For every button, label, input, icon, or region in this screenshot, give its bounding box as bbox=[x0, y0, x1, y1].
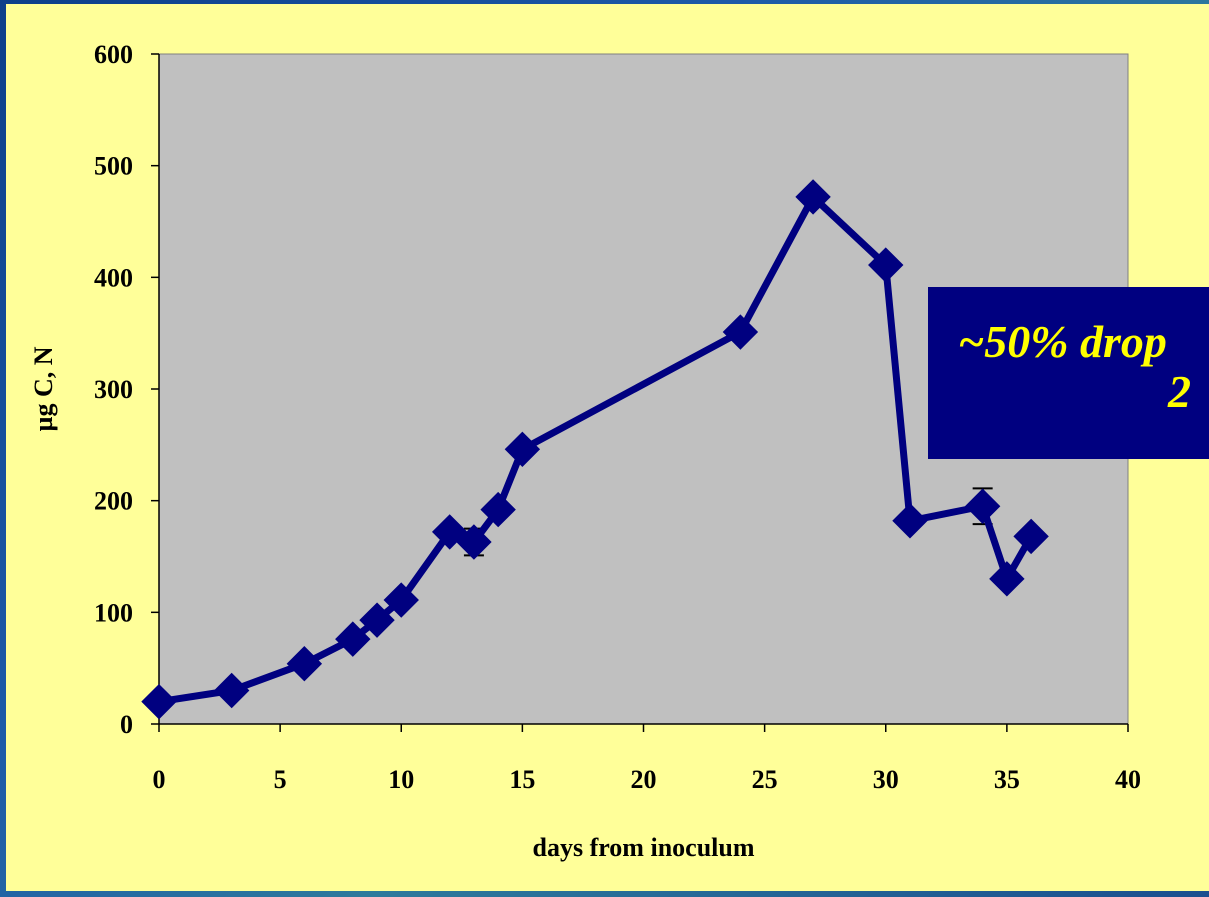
y-tick-labels: 0 100 200 300 400 500 600 bbox=[94, 40, 133, 739]
x-tick-label: 0 bbox=[153, 765, 166, 794]
data-point bbox=[456, 524, 492, 560]
x-tick-label: 25 bbox=[752, 765, 778, 794]
x-tick-label: 20 bbox=[631, 765, 657, 794]
y-tick-label: 100 bbox=[94, 598, 133, 627]
data-point bbox=[335, 621, 371, 657]
x-tick-label: 15 bbox=[509, 765, 535, 794]
data-point bbox=[892, 503, 928, 539]
callout-line-2: 2 bbox=[1168, 366, 1191, 417]
data-point bbox=[141, 683, 177, 720]
data-point bbox=[504, 431, 541, 468]
data-point bbox=[795, 179, 831, 215]
data-point bbox=[964, 488, 1001, 524]
data-point bbox=[989, 561, 1025, 597]
y-tick-label: 300 bbox=[94, 375, 133, 404]
y-tick-label: 600 bbox=[94, 40, 133, 69]
x-tick-labels: 0 5 10 15 20 25 30 35 40 bbox=[153, 765, 1142, 794]
y-tick-label: 200 bbox=[94, 487, 133, 516]
x-tick-label: 40 bbox=[1115, 765, 1141, 794]
data-point bbox=[480, 491, 516, 528]
axes bbox=[151, 53, 1129, 732]
data-point bbox=[359, 602, 395, 638]
x-tick-label: 35 bbox=[994, 765, 1020, 794]
callout-line-1: ~50% drop bbox=[958, 316, 1167, 367]
data-point bbox=[868, 247, 904, 283]
x-tick-label: 5 bbox=[274, 765, 287, 794]
data-markers bbox=[141, 179, 1049, 720]
data-point bbox=[1013, 518, 1049, 555]
annotation-callout: ~50% drop 2 bbox=[928, 287, 1209, 459]
y-tick-label: 400 bbox=[94, 263, 133, 292]
data-point bbox=[286, 645, 323, 682]
x-tick-label: 10 bbox=[388, 765, 414, 794]
data-point bbox=[213, 672, 250, 709]
data-point bbox=[383, 582, 419, 618]
y-tick-label: 0 bbox=[120, 710, 133, 739]
x-tick-label: 30 bbox=[873, 765, 899, 794]
x-axis-title: days from inoculum bbox=[533, 833, 755, 862]
y-tick-label: 500 bbox=[94, 152, 133, 181]
y-axis-title: µg C, N bbox=[29, 346, 58, 431]
data-point bbox=[722, 314, 759, 350]
